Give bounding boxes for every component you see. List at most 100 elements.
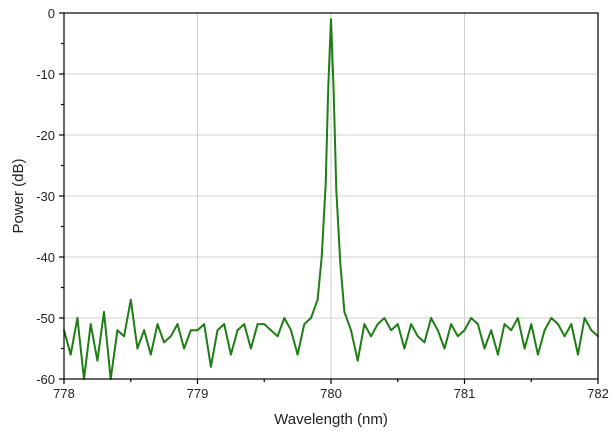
spectrum-data-point (396, 323, 399, 325)
spectrum-data-point (456, 335, 459, 338)
spectrum-data-point (383, 317, 386, 319)
spectrum-data-point (343, 311, 346, 313)
y-tick-label: 0 (48, 6, 55, 21)
spectrum-data-point (163, 341, 166, 344)
y-tick-label: -60 (36, 372, 55, 387)
x-tick-label: 779 (187, 386, 209, 401)
spectrum-data-point (530, 323, 533, 325)
spectrum-data-point (69, 353, 72, 356)
spectrum-data-point (517, 317, 519, 319)
spectrum-data-point (423, 341, 426, 344)
spectrum-data-point (330, 18, 332, 20)
spectrum-data-point (510, 329, 513, 332)
spectrum-data-point (563, 335, 566, 338)
spectrum-data-point (320, 256, 323, 258)
spectrum-data-point (356, 359, 359, 362)
spectrum-data-point (477, 323, 479, 325)
y-tick-label: -20 (36, 128, 55, 143)
spectrum-data-point (416, 335, 419, 338)
x-tick-label: 781 (454, 386, 476, 401)
spectrum-data-point (370, 335, 372, 338)
spectrum-data-point (543, 329, 546, 332)
x-tick-label: 778 (53, 386, 75, 401)
y-tick-label: -40 (36, 250, 55, 265)
spectrum-data-point (276, 335, 279, 338)
spectrum-data-point (149, 353, 152, 356)
spectrum-data-point (332, 91, 335, 94)
grid (64, 13, 598, 379)
spectrum-data-point (550, 317, 553, 319)
spectrum-data-point (310, 317, 312, 319)
spectrum-data-point (590, 329, 593, 332)
spectrum-data-point (129, 298, 132, 301)
spectrum-data-point (316, 298, 319, 301)
spectrum-data-point (503, 323, 506, 325)
y-tick-label: -10 (36, 67, 55, 82)
spectrum-data-point (243, 323, 246, 325)
series-layer (63, 18, 599, 380)
spectrum-data-point (183, 347, 186, 350)
y-tick-label: -50 (36, 311, 55, 326)
spectrum-data-point (210, 365, 212, 368)
spectrum-data-point (430, 317, 432, 319)
spectrum-data-point (256, 323, 259, 325)
x-tick-label: 782 (587, 386, 609, 401)
spectrum-data-point (443, 347, 446, 350)
spectrum-data-point (296, 353, 299, 356)
spectrum-data-point (196, 329, 199, 332)
spectrum-data-point (327, 85, 330, 88)
spectrum-data-point (570, 323, 573, 325)
x-tick-labels: 778 779 780 781 782 (53, 386, 609, 401)
spectrum-data-point (230, 353, 232, 356)
spectrum-data-point (96, 359, 99, 362)
spectrum-data-point (303, 323, 306, 325)
spectrum-data-point (577, 353, 579, 356)
spectrum-data-point (363, 323, 366, 325)
spectrum-data-point (123, 335, 125, 338)
spectrum-data-point (89, 323, 92, 325)
spectrum-data-point (523, 347, 526, 350)
spectrum-data-point (143, 329, 146, 332)
y-tick-labels: 0 -10 -20 -30 -40 -50 -60 (36, 6, 55, 387)
spectrum-data-point (290, 329, 292, 332)
spectrum-data-point (189, 329, 192, 332)
spectrum-data-point (116, 329, 119, 332)
x-tick-label: 780 (320, 386, 342, 401)
spectrum-data-point (497, 353, 499, 356)
spectrum-data-point (470, 317, 473, 319)
spectrum-data-point (270, 329, 272, 332)
spectrum-data-point (103, 311, 105, 313)
x-axis-title: Wavelength (nm) (274, 411, 388, 428)
spectrum-data-point (390, 329, 392, 332)
spectrum-data-point (376, 323, 379, 325)
spectrum-data-point (324, 182, 327, 185)
spectrum-data-point (223, 323, 226, 325)
spectrum-data-point (350, 329, 352, 332)
spectrum-data-point (403, 347, 406, 350)
spectrum-data-point (136, 347, 139, 350)
spectrum-data-point (335, 189, 338, 191)
spectrum-data-point (236, 329, 239, 332)
spectrum-data-point (339, 262, 342, 264)
spectrum-data-point (436, 329, 439, 332)
spectrum-data-point (203, 323, 206, 325)
spectrum-data-point (76, 317, 79, 319)
spectrum-data-point (450, 323, 452, 325)
spectrum-data-point (169, 335, 172, 338)
y-tick-label: -30 (36, 189, 55, 204)
spectrum-data-point (483, 347, 486, 350)
spectrum-data-point (176, 323, 179, 325)
spectrum-data-point (250, 347, 252, 350)
y-axis-title: Power (dB) (10, 158, 27, 233)
spectrum-data-point (490, 329, 493, 332)
spectrum-data-point (283, 317, 286, 319)
spectrum-data-point (263, 323, 266, 325)
spectrum-data-point (156, 323, 159, 325)
spectrum-data-point (410, 323, 412, 325)
spectrum-data-point (216, 329, 219, 332)
spectrum-data-point (463, 329, 466, 332)
spectrum-data-point (557, 323, 559, 325)
plot-frame (63, 12, 599, 380)
spectrum-data-point (537, 353, 539, 356)
